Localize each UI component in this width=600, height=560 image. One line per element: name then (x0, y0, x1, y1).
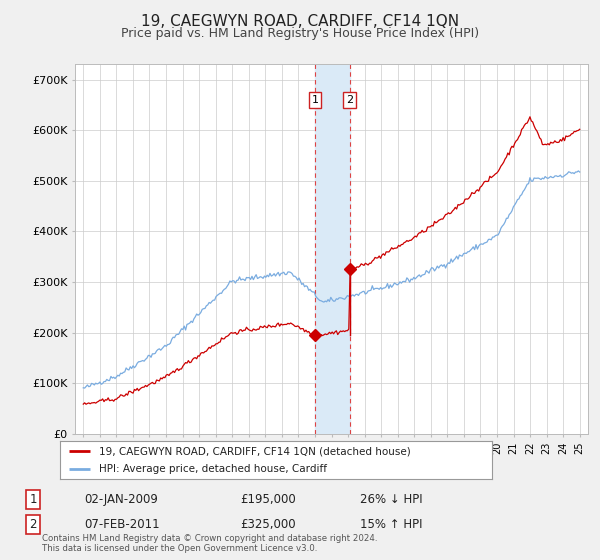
Text: £325,000: £325,000 (240, 517, 296, 531)
Text: 26% ↓ HPI: 26% ↓ HPI (360, 493, 422, 506)
Text: 02-JAN-2009: 02-JAN-2009 (84, 493, 158, 506)
Text: Price paid vs. HM Land Registry's House Price Index (HPI): Price paid vs. HM Land Registry's House … (121, 27, 479, 40)
Text: 2: 2 (29, 517, 37, 531)
Text: Contains HM Land Registry data © Crown copyright and database right 2024.
This d: Contains HM Land Registry data © Crown c… (42, 534, 377, 553)
Text: 19, CAEGWYN ROAD, CARDIFF, CF14 1QN (detached house): 19, CAEGWYN ROAD, CARDIFF, CF14 1QN (det… (99, 446, 410, 456)
Text: 15% ↑ HPI: 15% ↑ HPI (360, 517, 422, 531)
Bar (315, 64, 350, 434)
Text: HPI: Average price, detached house, Cardiff: HPI: Average price, detached house, Card… (99, 464, 327, 474)
Text: 07-FEB-2011: 07-FEB-2011 (84, 517, 160, 531)
Text: 2: 2 (346, 95, 353, 105)
Text: 1: 1 (29, 493, 37, 506)
Text: 19, CAEGWYN ROAD, CARDIFF, CF14 1QN: 19, CAEGWYN ROAD, CARDIFF, CF14 1QN (141, 14, 459, 29)
Text: 1: 1 (311, 95, 319, 105)
Text: £195,000: £195,000 (240, 493, 296, 506)
